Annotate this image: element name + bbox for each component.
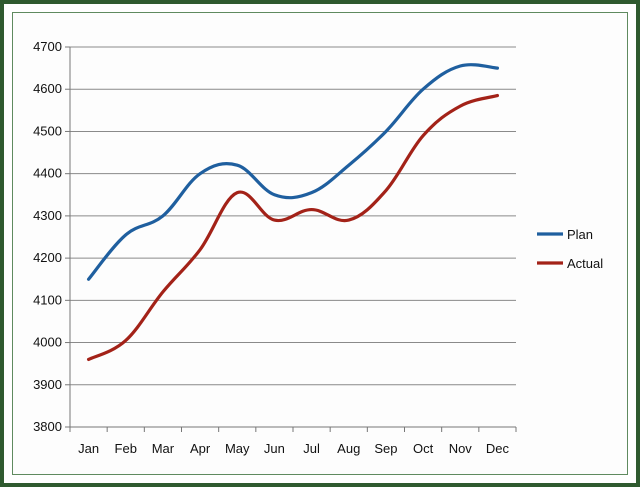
series-line-actual bbox=[86, 93, 500, 362]
grid-lines bbox=[70, 46, 516, 428]
y-tick-label: 4500 bbox=[33, 123, 62, 138]
x-tick-label: May bbox=[225, 441, 250, 456]
y-tick-label: 4000 bbox=[33, 335, 62, 350]
series-lines bbox=[86, 63, 500, 362]
y-tick-label: 3800 bbox=[33, 419, 62, 434]
series-line-plan bbox=[86, 63, 500, 281]
x-tick-label: Aug bbox=[337, 441, 360, 456]
y-tick-label: 4700 bbox=[33, 39, 62, 54]
legend-label-actual: Actual bbox=[567, 256, 603, 271]
x-tick-label: Apr bbox=[190, 441, 211, 456]
x-tick-label: Jan bbox=[78, 441, 99, 456]
x-tick-label: Jun bbox=[264, 441, 285, 456]
x-tick-label: Mar bbox=[152, 441, 175, 456]
y-axis: 3800 3900 4000 4100 4200 4300 4400 4500 4600 4700 bbox=[33, 39, 71, 434]
x-tick-label: Nov bbox=[449, 441, 473, 456]
x-tick-label: Sep bbox=[374, 441, 397, 456]
y-tick-label: 4300 bbox=[33, 208, 62, 223]
legend-label-plan: Plan bbox=[567, 227, 593, 242]
legend: Plan Actual bbox=[537, 227, 603, 271]
x-tick-label: Feb bbox=[115, 441, 137, 456]
x-tick-label: Dec bbox=[486, 441, 510, 456]
x-axis: Jan Feb Mar Apr May Jun Jul Aug Sep Oct Nov Dec bbox=[69, 427, 517, 456]
y-tick-label: 4200 bbox=[33, 250, 62, 265]
x-tick-label: Jul bbox=[303, 441, 320, 456]
y-tick-label: 4100 bbox=[33, 292, 62, 307]
y-tick-label: 3900 bbox=[33, 377, 62, 392]
y-tick-label: 4600 bbox=[33, 81, 62, 96]
x-tick-label: Oct bbox=[413, 441, 434, 456]
y-tick-label: 4400 bbox=[33, 166, 62, 181]
